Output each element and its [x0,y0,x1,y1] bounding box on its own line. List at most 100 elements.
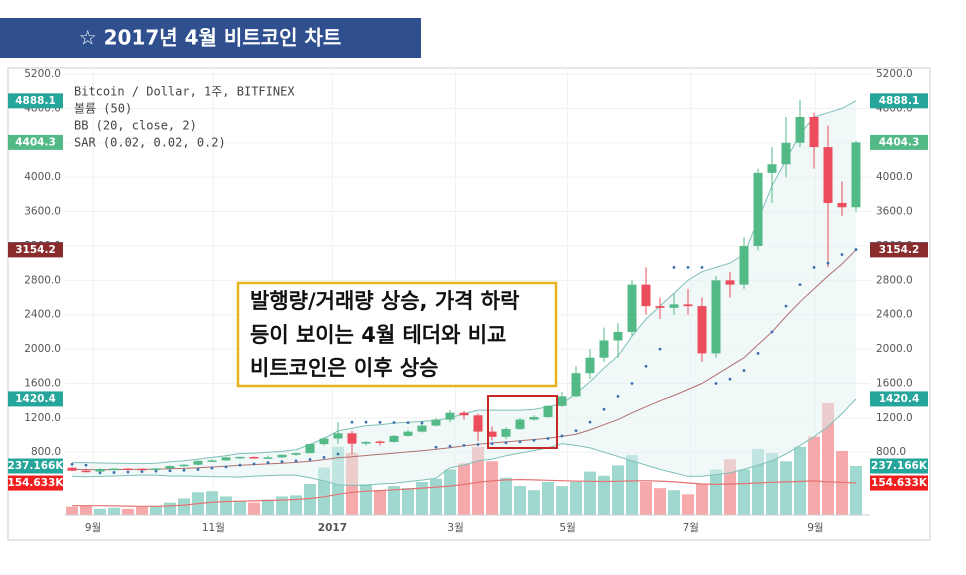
annotation-line: 등이 보이는 4월 테더와 비교 [250,323,506,347]
y-tick-label: 1200.0 [24,412,61,424]
candle-body [795,116,805,143]
y-tick-label: 4000.0 [24,171,61,183]
candle-body [683,304,693,307]
sar-dot [588,420,592,424]
candle-body [669,304,679,308]
volume-bar [304,484,316,515]
x-tick-label: 11월 [202,522,225,534]
sar-dot [546,437,550,440]
candle-body [739,245,749,285]
sar-dot [742,369,746,372]
sar-dot [420,421,424,425]
candle-body [501,429,511,437]
volume-bar [206,491,218,515]
y-tick-label: 1600.0 [876,377,913,389]
sar-dot [616,394,620,398]
annotation-line: 발행량/거래량 상승, 가격 하락 [250,289,519,313]
candle-body [277,454,287,458]
candle-body [431,419,441,426]
candle-body [823,147,833,203]
candle-body [585,357,595,374]
volume-bar [500,477,512,515]
sar-dot [602,407,606,411]
sar-dot [224,465,228,469]
sar-dot [476,443,480,446]
candle-body [851,142,861,208]
candle-body [193,460,203,465]
candle-body [529,417,539,420]
sar-dot [644,364,648,368]
x-tick-label: 7월 [683,522,699,534]
volume-bar [514,486,526,515]
sar-dot [378,420,382,424]
candle-body [725,280,735,285]
volume-bar [416,481,428,515]
sar-dot [70,462,74,466]
volume-bar [136,506,148,515]
candle-body [515,419,525,430]
volume-bar [612,465,624,515]
price-badge-label: 4404.3 [15,136,56,148]
sar-dot [294,459,298,463]
x-tick-label: 2017 [318,522,347,534]
legend: Bitcoin / Dollar, 1주, BITFINEX 볼륨 (50) BB … [74,85,295,150]
volume-bar [472,446,484,515]
volume-bar [164,502,176,515]
sar-dot [364,420,368,424]
y-tick-label: 1600.0 [24,377,61,389]
sar-dot [840,253,844,256]
sar-dot [658,347,662,351]
volume-bar [780,461,792,515]
candle-body [543,405,553,418]
candle-body [221,457,231,461]
annotation-line: 비트코인은 이후 상승 [250,356,439,380]
title-banner [0,18,421,58]
sar-dot [504,441,508,445]
candle-body [67,467,77,471]
volume-bar [486,461,498,515]
sar-dot [196,468,200,471]
volume-bar [150,505,162,515]
candle-body [305,444,315,454]
sar-dot [462,443,466,447]
price-badge [8,93,63,109]
candle-body [123,468,133,471]
candle-body [263,457,273,459]
sar-dot [406,421,410,425]
highlight-box [487,395,558,449]
y-tick-label: 1200.0 [876,412,913,424]
axes: 800.0 800.0 1200.0 1200.0 1600.0 1600.0 2000.0… [8,68,928,534]
volume-bar [388,486,400,515]
sar-dot [560,434,564,438]
price-badge-label: 1420.4 [879,393,920,405]
sar-dot [784,304,788,308]
y-tick-label: 5200.0 [24,68,61,80]
volume-bar [234,500,246,515]
y-tick-label: 2400.0 [876,309,913,321]
candle-body [753,172,763,246]
price-badge-label: 4888.1 [15,95,56,107]
sar-dot [770,330,774,334]
candle-body [557,396,567,406]
annotation-box [236,281,558,388]
candle-body [95,469,105,472]
price-badge [870,391,928,407]
candle-body [571,373,581,397]
candle-body [207,460,217,462]
volume-bar [108,507,120,515]
sar-dot [112,471,116,474]
candle-body [333,433,343,439]
legend-entry: SAR (0.02, 0.02, 0.2) [74,136,226,150]
candle-body [459,412,469,416]
candle-body [389,435,399,442]
sar-dot [350,420,354,424]
candle-body [249,456,259,459]
candle-body [767,164,777,173]
volume-bar [178,498,190,515]
sar-dot [812,266,816,269]
candle-body [165,466,175,469]
price-badge [8,134,63,150]
volume-bar [654,488,666,515]
sar-dot [686,266,690,269]
